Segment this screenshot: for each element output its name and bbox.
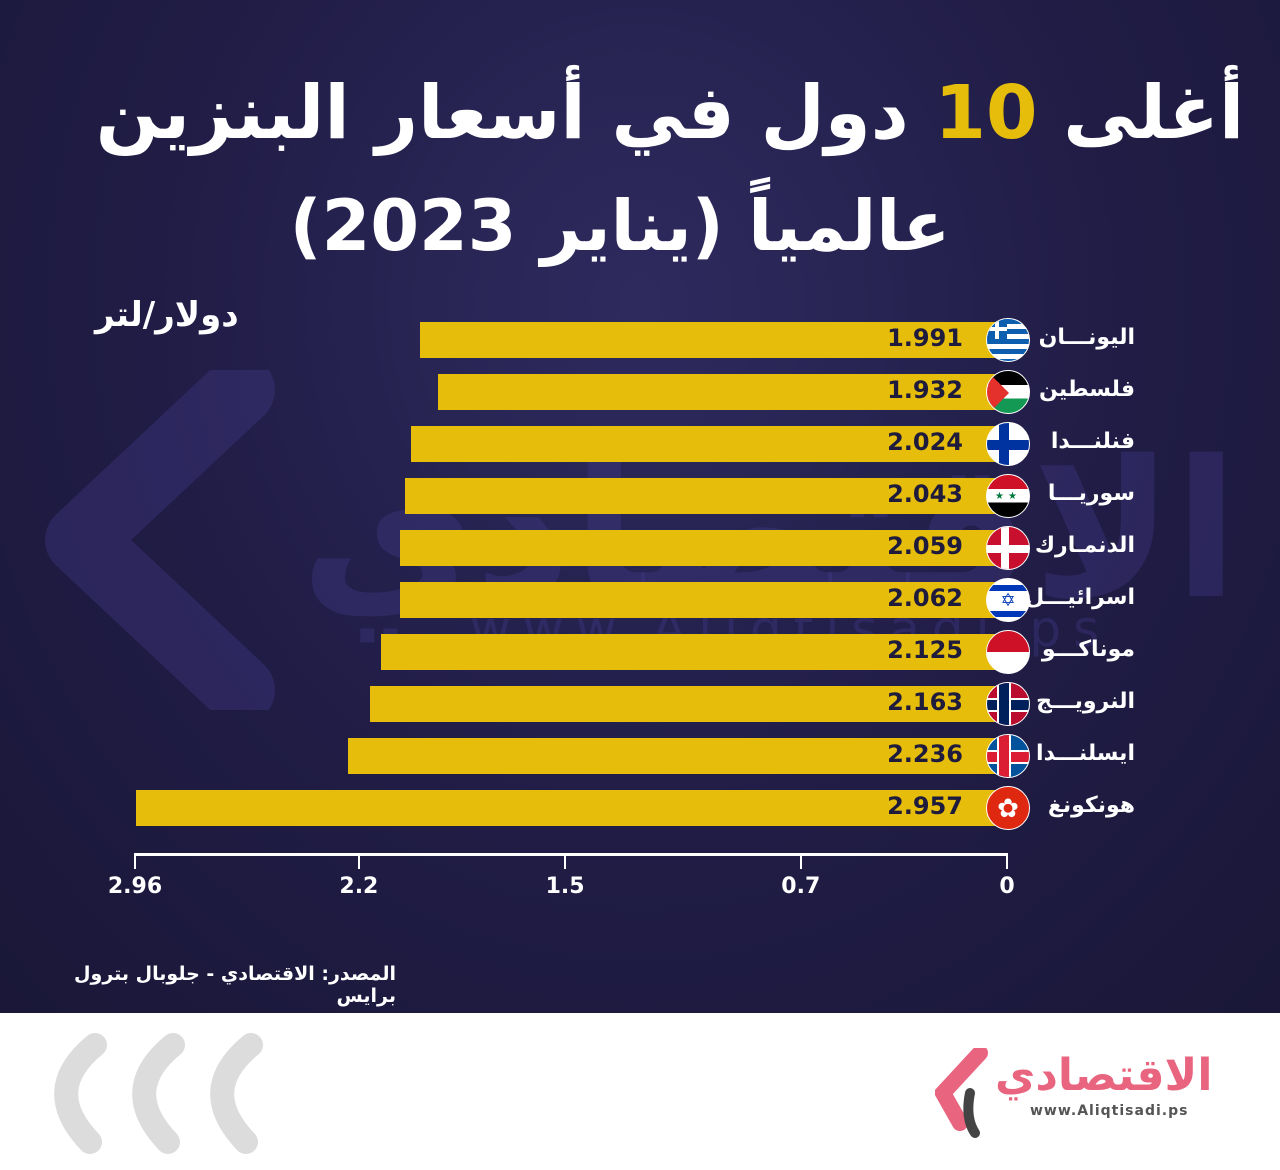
logo-url: www.Aliqtisadi.ps	[1030, 1103, 1189, 1119]
value-label: 1.991	[887, 324, 963, 352]
x-axis-line	[135, 853, 1008, 856]
flag-mc-icon	[986, 630, 1030, 674]
value-label: 2.062	[887, 584, 963, 612]
country-label: سوريـــا	[1047, 481, 1135, 506]
value-label: 2.957	[887, 792, 963, 820]
source-note: المصدر: الاقتصادي - جلوبال بترول برايس	[74, 963, 396, 1007]
country-label: النرويـــج	[1036, 689, 1135, 714]
x-tick	[357, 853, 360, 869]
flag-gr-icon	[986, 318, 1030, 362]
country-label: الدنمـارك	[1034, 533, 1135, 558]
x-tick	[564, 853, 567, 869]
title-pre: أغلى	[1063, 70, 1245, 156]
x-tick-label: 2.96	[107, 874, 163, 899]
flag-il-icon: ✡	[986, 578, 1030, 622]
value-label: 2.043	[887, 480, 963, 508]
bar-dk	[400, 530, 1007, 566]
chevrons-decoration-icon	[54, 1033, 263, 1154]
flag-ps-icon	[986, 370, 1030, 414]
flag-no-icon	[986, 682, 1030, 726]
bar-il	[399, 582, 1007, 618]
bar-fi	[410, 426, 1007, 462]
unit-label: دولار/لتر	[95, 295, 239, 335]
flag-is-icon	[986, 734, 1030, 778]
title-post: دول في أسعار البنزين	[95, 70, 909, 156]
bar-no	[369, 686, 1007, 722]
bar-gr	[420, 322, 1007, 358]
country-label: اسرائيـــل	[1025, 585, 1135, 610]
value-label: 2.163	[887, 688, 963, 716]
flag-fi-icon	[986, 422, 1030, 466]
country-label: ايسلنـــدا	[1036, 741, 1135, 766]
value-label: 2.024	[887, 428, 963, 456]
value-label: 2.059	[887, 532, 963, 560]
bar-hk	[135, 790, 1007, 826]
x-tick	[134, 853, 136, 869]
country-label: فنلنـــدا	[1050, 429, 1135, 454]
flag-hk-icon: ✿	[986, 786, 1030, 830]
x-tick-label: 1.5	[545, 874, 585, 899]
bar-ps	[437, 374, 1007, 410]
x-tick	[799, 853, 802, 869]
chart-subtitle: عالمياً (يناير 2023)	[289, 185, 951, 267]
bar-is	[348, 738, 1007, 774]
x-tick-label: 0.7	[781, 874, 821, 899]
value-label: 2.236	[887, 740, 963, 768]
value-label: 1.932	[887, 376, 963, 404]
flag-sy-icon: ★★	[986, 474, 1030, 518]
flag-dk-icon	[986, 526, 1030, 570]
x-tick	[1006, 853, 1008, 869]
watermark-chevron-icon	[45, 370, 275, 710]
bar-sy	[405, 478, 1007, 514]
logo-mark-icon	[935, 1048, 988, 1138]
country-label: اليونـــان	[1038, 325, 1135, 350]
country-label: هونكونغ	[1047, 793, 1135, 818]
x-tick-label: 2.2	[339, 874, 379, 899]
title-number: 10	[934, 70, 1038, 156]
infographic-panel: الاقتصادي www.Aliqtisadi.ps أغلى 10 دول …	[0, 0, 1280, 1013]
x-tick-label: 0	[999, 874, 1015, 899]
country-label: موناكـــو	[1041, 637, 1135, 662]
bar-mc	[380, 634, 1007, 670]
chart-title: أغلى 10 دول في أسعار البنزين	[0, 70, 1280, 156]
country-label: فلسطين	[1039, 377, 1135, 402]
logo-text: الاقتصادي	[995, 1050, 1213, 1101]
value-label: 2.125	[887, 636, 963, 664]
